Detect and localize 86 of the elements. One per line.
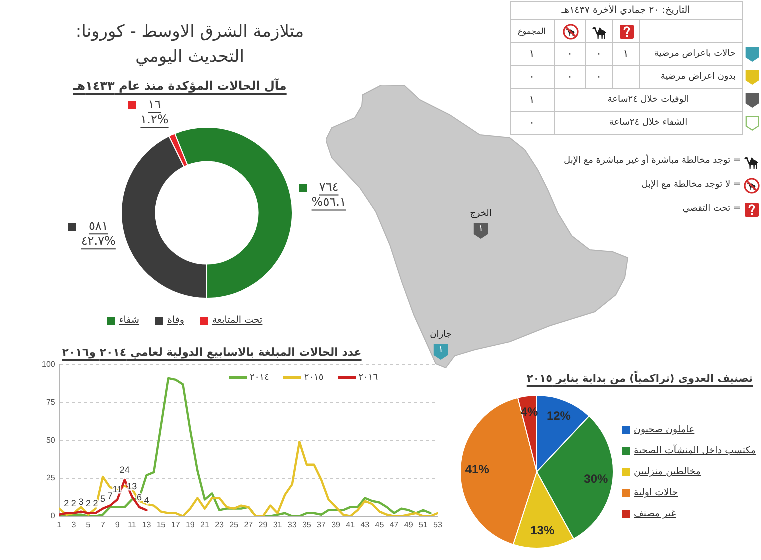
category-label: بدون اعراض مرضية — [660, 72, 736, 82]
category-label: الوفيات خلال ٢٤ساعة — [608, 95, 690, 105]
text: ٠ — [567, 48, 573, 60]
legend-label: عاملون صحيون — [634, 424, 695, 436]
text: = لا توجد مخالطة مع الإبل — [642, 180, 741, 190]
y-tick-label: 50 — [46, 436, 56, 445]
legend-label: وفاة — [167, 315, 184, 326]
chart-title: عدد الحالات المبلغة بالاسابيع الدولية لعامي ٢٠١٤ و٢٠١٦ — [62, 345, 362, 360]
legend-label: ٢٠١٤ — [250, 372, 270, 383]
data-label: 13% — [530, 524, 555, 538]
data-label: 6 — [136, 492, 142, 502]
data-label: 2 — [71, 498, 76, 508]
legend-label: حالات اولية — [634, 488, 678, 498]
legend-label: ٢٠١٥ — [304, 372, 324, 383]
x-tick-label: 43 — [360, 520, 370, 530]
x-tick-label: 21 — [200, 520, 210, 530]
text: ٠ — [567, 72, 573, 82]
x-tick-label: 39 — [332, 520, 342, 530]
legend-label: مكتسب داخل المنشآت الصحية — [634, 446, 756, 456]
text: ٠ — [596, 48, 602, 60]
legend-label: تحت المتابعة — [212, 315, 263, 326]
x-tick-label: 25 — [230, 520, 240, 530]
legend-label: مخالطين منزليين — [634, 466, 701, 478]
text: ٠ — [529, 118, 535, 128]
x-tick-label: 37 — [317, 520, 326, 530]
x-tick-label: 35 — [302, 520, 312, 530]
data-label: ١ — [438, 345, 444, 356]
x-tick-label: 13 — [142, 520, 152, 530]
text: ١ — [529, 94, 535, 106]
x-tick-label: 19 — [186, 520, 196, 530]
legend-label: ٢٠١٦ — [358, 372, 378, 383]
x-tick-label: 49 — [404, 520, 414, 530]
category-label: جازان — [430, 330, 452, 340]
data-label: 30% — [584, 472, 609, 486]
x-tick-label: 5 — [86, 520, 92, 530]
y-tick-label: 100 — [42, 360, 56, 370]
text: ١ — [529, 48, 535, 60]
data-label: 3 — [78, 496, 84, 507]
y-tick-label: 25 — [46, 474, 56, 483]
x-tick-label: 17 — [171, 520, 181, 530]
x-tick-label: 3 — [72, 520, 77, 530]
text: ١ — [623, 48, 629, 60]
y-tick-label: 75 — [46, 398, 56, 407]
x-tick-label: 29 — [258, 520, 268, 530]
x-tick-label: 41 — [346, 520, 356, 530]
x-tick-label: 15 — [156, 520, 166, 530]
category-label: الشفاء خلال ٢٤ساعة — [609, 118, 688, 128]
x-tick-label: 33 — [288, 520, 298, 530]
data-label: 4 — [144, 495, 150, 506]
data-label: 12% — [546, 408, 572, 423]
text: = تحت التقصي — [682, 204, 741, 214]
x-tick-label: 9 — [115, 520, 120, 530]
data-label: 41% — [465, 462, 490, 476]
category-label: المجموع — [518, 26, 546, 36]
x-tick-label: 1 — [57, 520, 62, 530]
text: = توجد مخالطة مباشرة أو غير مباشرة مع الإبل — [564, 156, 741, 166]
legend-label: شفاء — [119, 315, 140, 326]
data-label: 11 — [112, 484, 122, 495]
legend-label: غير مصنف — [634, 508, 676, 520]
x-tick-label: 27 — [244, 520, 254, 530]
data-label: 7 — [108, 490, 113, 501]
chart-title: تصنيف العدوى (تراكمياً) من بداية يناير ٢٠١٥ — [526, 372, 754, 387]
x-tick-label: 53 — [434, 520, 443, 530]
text: ٠ — [529, 72, 535, 82]
text: ٠ — [596, 72, 602, 82]
data-label: ١٦ ١.٢% — [140, 97, 169, 126]
chart-title: متلازمة الشرق الاوسط - كورونا: التحديث اليومي — [76, 21, 304, 69]
data-label: 5 — [100, 494, 106, 504]
category-label: الخرج — [470, 209, 492, 219]
x-tick-label: 31 — [273, 520, 283, 530]
data-label: 2 — [64, 498, 70, 508]
data-label: ٥٨١ ٤٢.٧% — [81, 218, 116, 248]
x-tick-label: 11 — [128, 520, 137, 530]
text: التاريخ: ٢٠ جمادي الأخرة ١٤٣٧هـ — [562, 4, 690, 16]
data-label: ١ — [478, 224, 484, 235]
y-tick-label: 0 — [50, 512, 56, 521]
x-tick-label: 23 — [215, 520, 225, 530]
data-label: ٧٦٤ %٥٦.١ — [312, 180, 346, 209]
x-tick-label: 45 — [375, 520, 385, 530]
x-tick-label: 7 — [100, 520, 106, 530]
x-tick-label: 47 — [390, 520, 400, 530]
data-label: 2 — [86, 498, 91, 508]
x-tick-label: 51 — [418, 520, 428, 530]
chart-subtitle: مآل الحالات المؤكدة منذ عام ١٤٣٣هـ — [73, 78, 287, 94]
category-label: حالات باعراض مرضية — [654, 49, 736, 59]
data-label: 24 — [120, 465, 130, 475]
